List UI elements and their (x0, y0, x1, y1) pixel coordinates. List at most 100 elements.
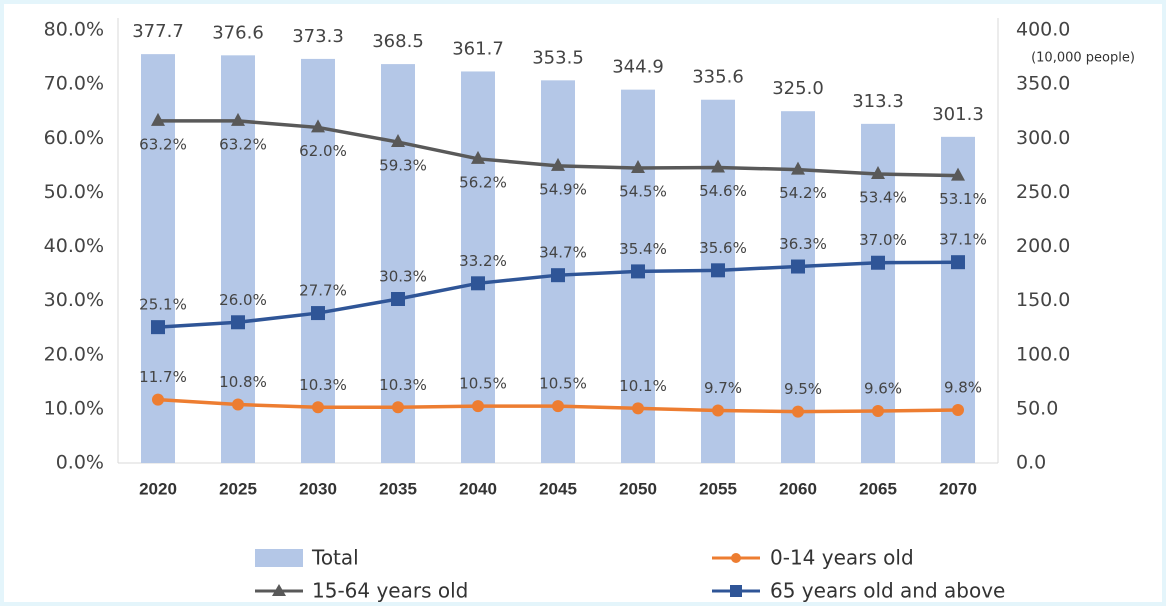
data-label: 53.1% (939, 190, 987, 208)
point (151, 320, 165, 335)
point (631, 160, 645, 174)
point (791, 161, 805, 175)
data-label: 53.4% (859, 188, 907, 206)
legend-label: 65 years old and above (770, 579, 1005, 603)
point (872, 405, 884, 418)
y2-tick-label: 100.0 (1016, 343, 1070, 365)
data-label: 26.0% (219, 291, 267, 309)
legend-marker (730, 585, 742, 597)
data-label: 10.1% (619, 377, 667, 395)
point (151, 112, 165, 126)
point (152, 393, 164, 406)
y-tick-label: 80.0% (44, 19, 104, 41)
point (951, 167, 965, 181)
bar-value-label: 335.6 (692, 67, 744, 88)
y2-tick-label: 0.0 (1016, 452, 1046, 474)
point (631, 264, 645, 279)
legend-marker (731, 553, 741, 563)
y-tick-label: 60.0% (44, 127, 104, 149)
bar (381, 64, 415, 463)
data-label: 37.1% (939, 231, 987, 249)
data-label: 35.6% (699, 239, 747, 257)
legend-marker (272, 584, 286, 596)
point (471, 276, 485, 291)
data-label: 54.2% (779, 184, 827, 202)
y2-tick-label: 250.0 (1016, 181, 1070, 203)
bar-value-label: 301.3 (932, 104, 984, 125)
point (711, 159, 725, 173)
bar (461, 71, 495, 463)
point (391, 134, 405, 148)
data-label: 10.3% (299, 376, 347, 394)
x-tick-label: 2055 (699, 479, 737, 498)
y2-tick-label: 50.0 (1016, 397, 1058, 419)
point (231, 315, 245, 330)
y2-axis-label: (10,000 people) (1031, 51, 1135, 66)
bar-value-label: 325.0 (772, 78, 824, 99)
y-tick-label: 40.0% (44, 235, 104, 257)
data-label: 30.3% (379, 268, 427, 286)
legend: Total 0-14 years old 15-64 years old 65 … (255, 546, 1005, 603)
data-label: 9.8% (944, 378, 982, 396)
data-label: 25.1% (139, 296, 187, 314)
point (711, 263, 725, 278)
y-tick-label: 20.0% (44, 343, 104, 365)
bar-value-label: 313.3 (852, 91, 904, 112)
data-label: 9.7% (704, 379, 742, 397)
y-tick-label: 70.0% (44, 73, 104, 95)
x-tick-label: 2020 (139, 479, 177, 498)
x-tick-label: 2025 (219, 479, 257, 498)
data-label: 9.6% (864, 380, 902, 398)
legend-swatch (255, 549, 303, 567)
data-label: 10.5% (459, 375, 507, 393)
y-tick-label: 50.0% (44, 181, 104, 203)
point (551, 157, 565, 171)
point (231, 112, 245, 126)
point (632, 402, 644, 415)
data-label: 54.9% (539, 180, 587, 198)
bar-value-label: 344.9 (612, 57, 664, 78)
data-label: 10.5% (539, 375, 587, 393)
x-tick-label: 2050 (619, 479, 657, 498)
y2-tick-label: 300.0 (1016, 127, 1070, 149)
bar-value-label: 376.6 (212, 22, 264, 43)
data-label: 54.6% (699, 182, 747, 200)
point (712, 404, 724, 417)
x-tick-label: 2065 (859, 479, 897, 498)
legend-label: Total (311, 546, 359, 570)
point (871, 165, 885, 179)
legend-label: 15-64 years old (312, 579, 468, 603)
x-tick-label: 2030 (299, 479, 337, 498)
point (791, 259, 805, 274)
y-tick-label: 10.0% (44, 397, 104, 419)
bar-value-label: 353.5 (532, 47, 584, 68)
point (951, 255, 965, 270)
bar-value-label: 377.7 (132, 21, 184, 42)
y2-tick-label: 350.0 (1016, 73, 1070, 95)
point (391, 292, 405, 307)
data-label: 34.7% (539, 244, 587, 262)
x-tick-label: 2060 (779, 479, 817, 498)
y2-tick-label: 150.0 (1016, 289, 1070, 311)
x-tick-label: 2070 (939, 479, 977, 498)
data-label: 36.3% (779, 235, 827, 253)
point (392, 401, 404, 414)
data-label: 63.2% (219, 135, 267, 153)
x-tick-label: 2045 (539, 479, 577, 498)
y-tick-label: 0.0% (56, 452, 104, 474)
data-label: 27.7% (299, 282, 347, 300)
data-label: 11.7% (139, 368, 187, 386)
data-label: 10.8% (219, 373, 267, 391)
bar-value-label: 368.5 (372, 31, 424, 52)
data-label: 59.3% (379, 157, 427, 175)
y2-tick-label: 200.0 (1016, 235, 1070, 257)
point (232, 398, 244, 411)
point (551, 268, 565, 283)
data-label: 10.3% (379, 376, 427, 394)
point (871, 255, 885, 270)
x-tick-label: 2040 (459, 479, 497, 498)
bar-value-label: 373.3 (292, 26, 344, 47)
data-label: 35.4% (619, 240, 667, 258)
data-label: 33.2% (459, 252, 507, 270)
